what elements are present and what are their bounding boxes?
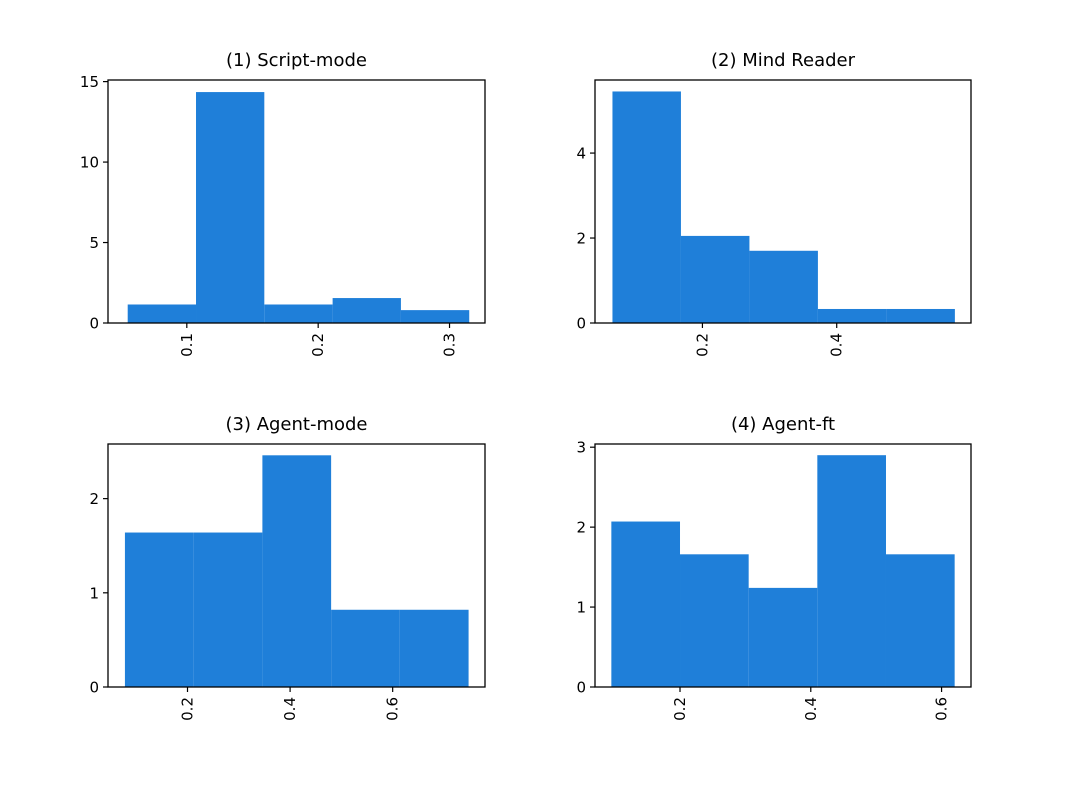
histogram-bar: [262, 455, 332, 687]
subplot-agent-mode: (3) Agent-mode 0 1 2 0.2 0.4 0.6: [89, 414, 486, 721]
y-tick-label: 0: [89, 679, 99, 697]
panel-title: (2) Mind Reader: [711, 50, 856, 71]
x-tick-label: 0.6: [933, 697, 951, 721]
histogram-bar: [611, 521, 681, 687]
histogram-bar: [196, 92, 265, 323]
axes-frame: [107, 79, 486, 324]
x-tick-label: 0.3: [441, 333, 459, 357]
histogram-bar: [680, 554, 749, 687]
y-tick-label: 4: [576, 145, 586, 163]
y-tick-label: 15: [80, 73, 99, 91]
y-tick-label: 2: [576, 230, 586, 248]
histogram-bar: [612, 91, 681, 324]
x-tick-label: 0.2: [671, 697, 689, 721]
panel-title: (4) Agent-ft: [731, 414, 835, 435]
y-tick-label: 0: [576, 679, 586, 697]
y-tick-label: 2: [576, 519, 586, 537]
histogram-bar: [817, 455, 886, 687]
histogram-bar: [127, 304, 197, 323]
y-tick-label: 5: [89, 234, 99, 252]
histogram-bar: [817, 308, 887, 323]
histogram-bar: [193, 532, 263, 687]
histogram-bar: [332, 298, 401, 323]
y-tick-label: 2: [89, 490, 99, 508]
axes-frame: [107, 443, 486, 688]
x-tick-label: 0.4: [281, 697, 299, 721]
subplot-agent-ft: (4) Agent-ft 0 1 2 3 0.2 0.4 0.6: [576, 414, 972, 721]
y-tick-label: 0: [576, 315, 586, 333]
histogram-bar: [124, 532, 194, 687]
x-tick-label: 0.1: [178, 333, 196, 357]
x-tick-label: 0.4: [828, 333, 846, 357]
histogram-bar: [680, 235, 750, 323]
x-tick-label: 0.2: [693, 333, 711, 357]
axes-frame: [594, 79, 972, 324]
panel-title: (1) Script-mode: [226, 50, 367, 71]
histogram-bar: [331, 609, 400, 687]
histogram-bar: [749, 250, 818, 323]
y-tick-label: 0: [89, 315, 99, 333]
subplot-mind-reader: (2) Mind Reader 0 2 4 0.2 0.4: [576, 50, 972, 357]
histogram-bar: [748, 587, 818, 687]
histogram-bar: [885, 554, 955, 687]
x-tick-label: 0.2: [309, 333, 327, 357]
histogram-bar: [264, 304, 333, 323]
panel-title: (3) Agent-mode: [225, 414, 367, 435]
x-tick-label: 0.2: [179, 697, 197, 721]
histogram-bar: [399, 609, 469, 687]
y-tick-label: 1: [576, 599, 586, 617]
subplot-script-mode: (1) Script-mode 0 5 10 15 0.1 0.2 0.3: [80, 50, 486, 357]
y-tick-label: 10: [80, 154, 99, 172]
histogram-bar: [400, 310, 470, 323]
y-tick-label: 1: [89, 584, 99, 602]
y-tick-label: 3: [576, 439, 586, 457]
x-tick-label: 0.4: [802, 697, 820, 721]
x-tick-label: 0.6: [384, 697, 402, 721]
histogram-bar: [886, 308, 955, 323]
axes-frame: [594, 443, 972, 688]
